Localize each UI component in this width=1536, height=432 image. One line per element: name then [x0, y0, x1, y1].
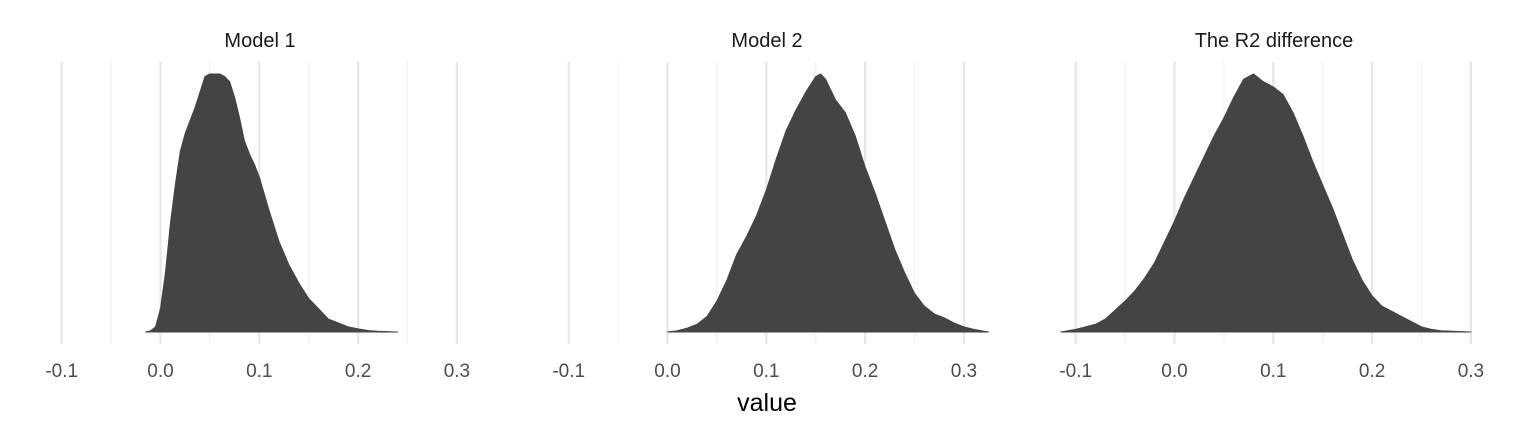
x-tick-label: -0.1: [45, 361, 78, 382]
x-tick-label: 0.1: [246, 361, 272, 382]
density-area-model-2: [667, 73, 990, 333]
x-tick-label: 0.0: [654, 361, 680, 382]
x-tick-label: 0.2: [1359, 361, 1385, 382]
facet-panel-model-2: Model 2 -0.1 0.0 0.1 0.2 0.3: [552, 30, 990, 382]
x-tick-label: 0.2: [345, 361, 371, 382]
facet-title-model-2: Model 2: [731, 30, 802, 52]
x-tick-label: 0.0: [1161, 361, 1187, 382]
x-tick-label: 0.0: [147, 361, 173, 382]
density-area-r2-difference: [1060, 73, 1472, 333]
x-tick-labels: -0.1 0.0 0.1 0.2 0.3: [1059, 361, 1484, 382]
x-tick-label: -0.1: [552, 361, 585, 382]
x-tick-label: 0.1: [1260, 361, 1286, 382]
x-tick-label: 0.3: [1458, 361, 1484, 382]
facet-title-model-1: Model 1: [224, 30, 295, 52]
density-area-model-1: [145, 73, 399, 333]
x-tick-label: 0.3: [951, 361, 977, 382]
facet-panel-r2-difference: The R2 difference -0.1 0.0 0.1 0.2 0.3: [1059, 30, 1484, 382]
facet-title-r2-difference: The R2 difference: [1195, 30, 1354, 52]
x-axis-label: value: [737, 389, 797, 417]
x-tick-label: 0.2: [852, 361, 878, 382]
x-tick-labels: -0.1 0.0 0.1 0.2 0.3: [552, 361, 977, 382]
facet-panel-model-1: Model 1 -0.1 0.0 0.1 0.2 0.3: [45, 30, 470, 382]
x-tick-label: 0.3: [444, 361, 470, 382]
x-tick-label: 0.1: [753, 361, 779, 382]
x-tick-labels: -0.1 0.0 0.1 0.2 0.3: [45, 361, 470, 382]
x-tick-label: -0.1: [1059, 361, 1092, 382]
